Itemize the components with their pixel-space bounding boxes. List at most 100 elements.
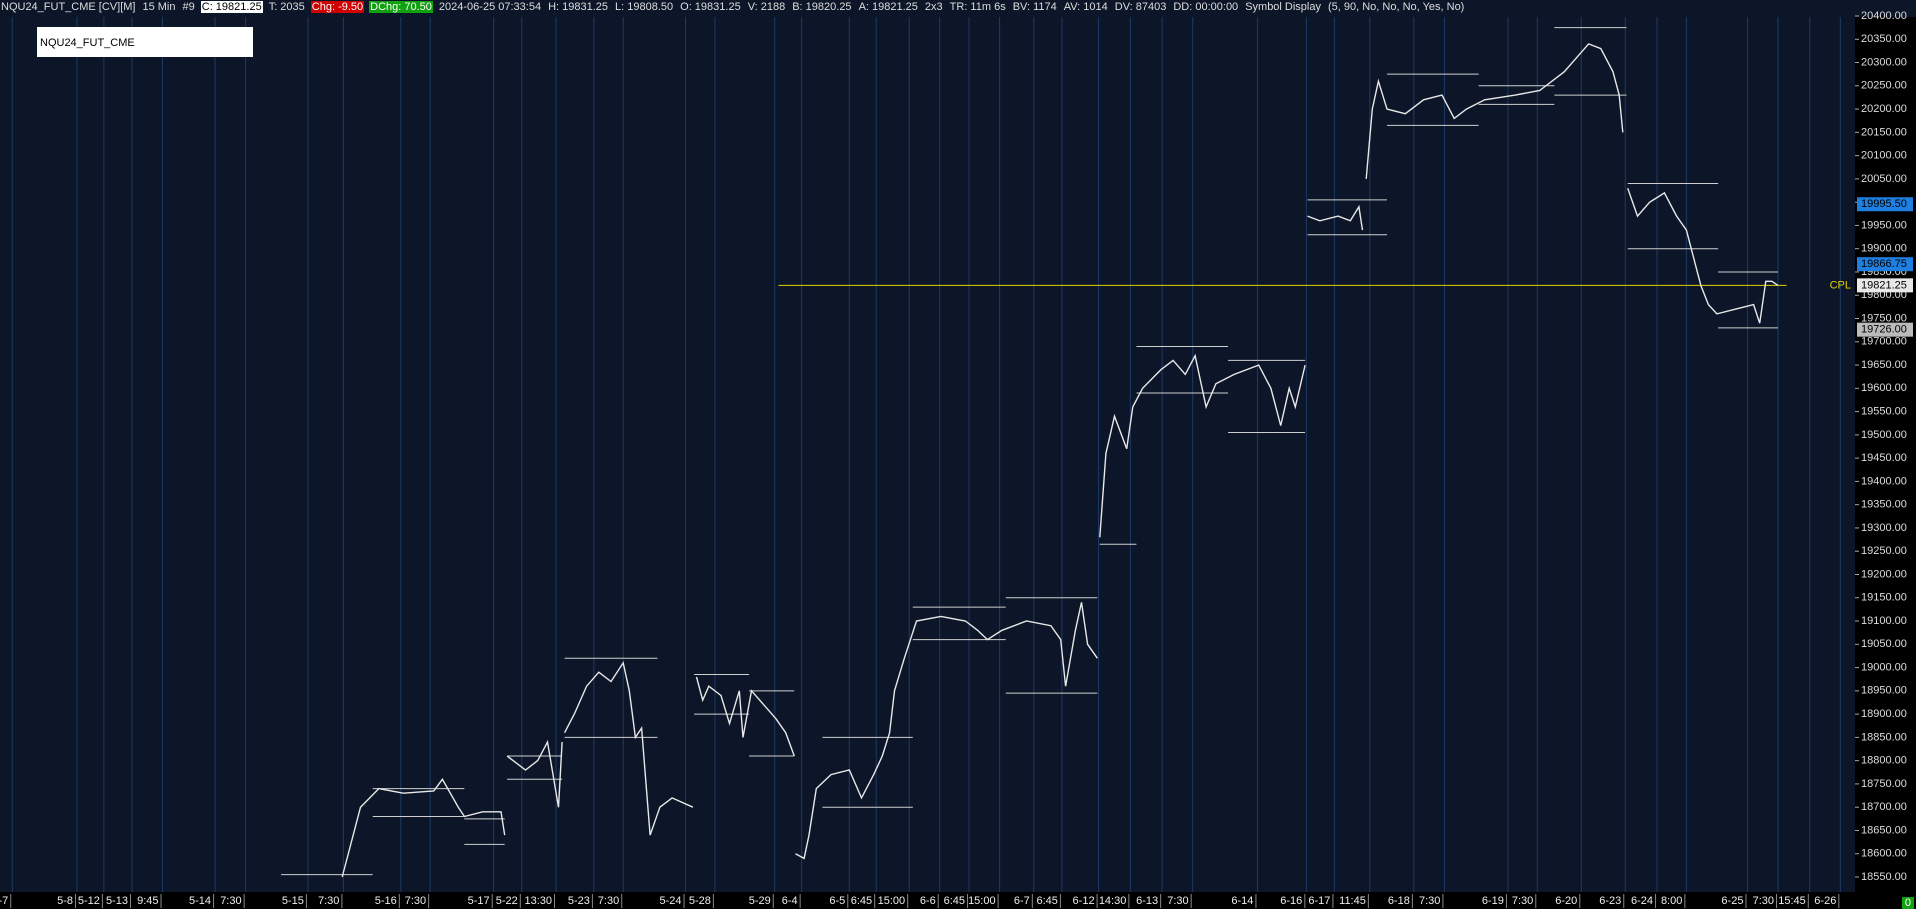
x-tick-box [519,894,521,908]
x-tick-label: 6-25 [1721,895,1743,907]
y-tick-label: 19950.00 [1861,219,1907,231]
ask-volume: AV: 1014 [1063,1,1108,13]
x-tick-label: 9:45 [137,895,158,907]
bid: B: 19820.25 [792,1,852,13]
x-tick-box [1128,894,1130,908]
title-group: NQU24_FUT_CME [37,27,253,57]
y-tick-label: 19500.00 [1861,429,1907,441]
y-tick-label: 20350.00 [1861,33,1907,45]
x-tick-box [772,894,774,908]
x-tick-label: 6-24 [1631,895,1653,907]
change: Chg: -9.50 [310,1,365,13]
x-tick-box [847,894,849,908]
x-tick-box [1255,894,1257,908]
x-tick-box [1623,894,1625,908]
x-tick-label: 7:30 [1753,895,1774,907]
volume: V: 2188 [747,1,786,13]
y-tick-label: 19350.00 [1861,499,1907,511]
x-tick-label: 6-19 [1482,895,1504,907]
x-tick-label: 5-16 [375,895,397,907]
y-tick-label: 18950.00 [1861,685,1907,697]
x-tick-box [683,894,685,908]
x-tick-box [10,894,12,908]
x-tick-box [1505,894,1507,908]
daily-volume: DV: 87403 [1114,1,1167,13]
price-marker-label: 19995.50 [1861,198,1907,210]
x-tick-label: 6:45 [944,895,965,907]
x-tick-box [554,894,556,908]
y-tick-label: 20200.00 [1861,103,1907,115]
x-tick-label: 15:00 [968,895,996,907]
open: O: 19831.25 [680,1,741,13]
x-tick-label: 5-15 [282,895,304,907]
y-tick-label: 18900.00 [1861,708,1907,720]
x-tick-label: 5-7 [0,895,8,907]
price-marker-label: 19821.25 [1861,279,1907,291]
x-tick-box [1059,894,1061,908]
x-tick-label: 5-8 [57,895,73,907]
cpl-label: CPL [1830,279,1851,291]
price-marker [1857,197,1913,212]
x-tick-label: 5-23 [568,895,590,907]
close: C: 19821.25 [200,1,263,13]
x-tick-label: 5-17 [468,895,490,907]
x-tick-label: 6-26 [1814,895,1836,907]
x-tick-box [1031,894,1033,908]
y-tick-label: 19050.00 [1861,638,1907,650]
x-axis-background [0,892,1916,909]
x-tick-box [243,894,245,908]
interval: 15 Min [142,1,176,13]
x-tick-box [1655,894,1657,908]
x-tick-label: 6-13 [1136,895,1158,907]
y-tick-label: 20300.00 [1861,56,1907,68]
y-tick-label: 20150.00 [1861,126,1907,138]
x-tick-label: 15:00 [878,895,906,907]
y-tick-label: 20250.00 [1861,80,1907,92]
x-tick-box [1684,894,1686,908]
x-tick-box [1579,894,1581,908]
x-tick-label: 6-12 [1073,895,1095,907]
y-tick-label: 20400.00 [1861,10,1907,22]
x-tick-label: 7:30 [405,895,426,907]
x-tick-box [1367,894,1369,908]
x-tick-box [1838,894,1840,908]
x-tick-label: 7:30 [1512,895,1533,907]
daily-change: DChg: 70.50 [369,1,433,13]
x-tick-label: 11:45 [1339,895,1366,907]
y-tick-label: 18750.00 [1861,778,1907,790]
x-tick-box [398,894,400,908]
y-tick-label: 19550.00 [1861,406,1907,418]
corner-indicator: 0 [1901,897,1914,909]
study-params: (5, 90, No, No, No, Yes, No) [1328,1,1465,13]
x-tick-label: 15:45 [1778,895,1806,907]
x-tick-label: 5-14 [189,895,211,907]
x-tick-box [621,894,623,908]
time-remaining: TR: 11m 6s [949,1,1006,13]
price-marker-label: 19866.75 [1861,258,1907,270]
y-tick-label: 19650.00 [1861,359,1907,371]
x-tick-box [1332,894,1334,908]
x-tick-box [591,894,593,908]
x-tick-box [1745,894,1747,908]
header: NQU24_FUT_CME [CV][M] 15 Min #9 C: 19821.25… [0,0,1916,17]
x-tick-label: 6-23 [1599,895,1621,907]
chart-title: NQU24_FUT_CME [40,37,135,49]
x-tick-label: 13:30 [524,895,552,907]
x-tick-label: 5-22 [496,895,518,907]
y-tick-label: 19750.00 [1861,312,1907,324]
y-tick-label: 19300.00 [1861,522,1907,534]
y-tick-label: 18550.00 [1861,871,1907,883]
y-tick-label: 18800.00 [1861,755,1907,767]
duration: DD: 00:00:00 [1173,1,1239,13]
y-axis-background [1855,17,1916,892]
y-tick-label: 19200.00 [1861,568,1907,580]
x-tick-label: 6-6 [920,895,936,907]
x-tick-box [1160,894,1162,908]
x-tick-label: 5-12 [78,895,100,907]
y-tick-label: 19250.00 [1861,545,1907,557]
x-tick-label: 6:45 [1036,895,1057,907]
x-tick-box [874,894,876,908]
y-tick-label: 18600.00 [1861,848,1907,860]
